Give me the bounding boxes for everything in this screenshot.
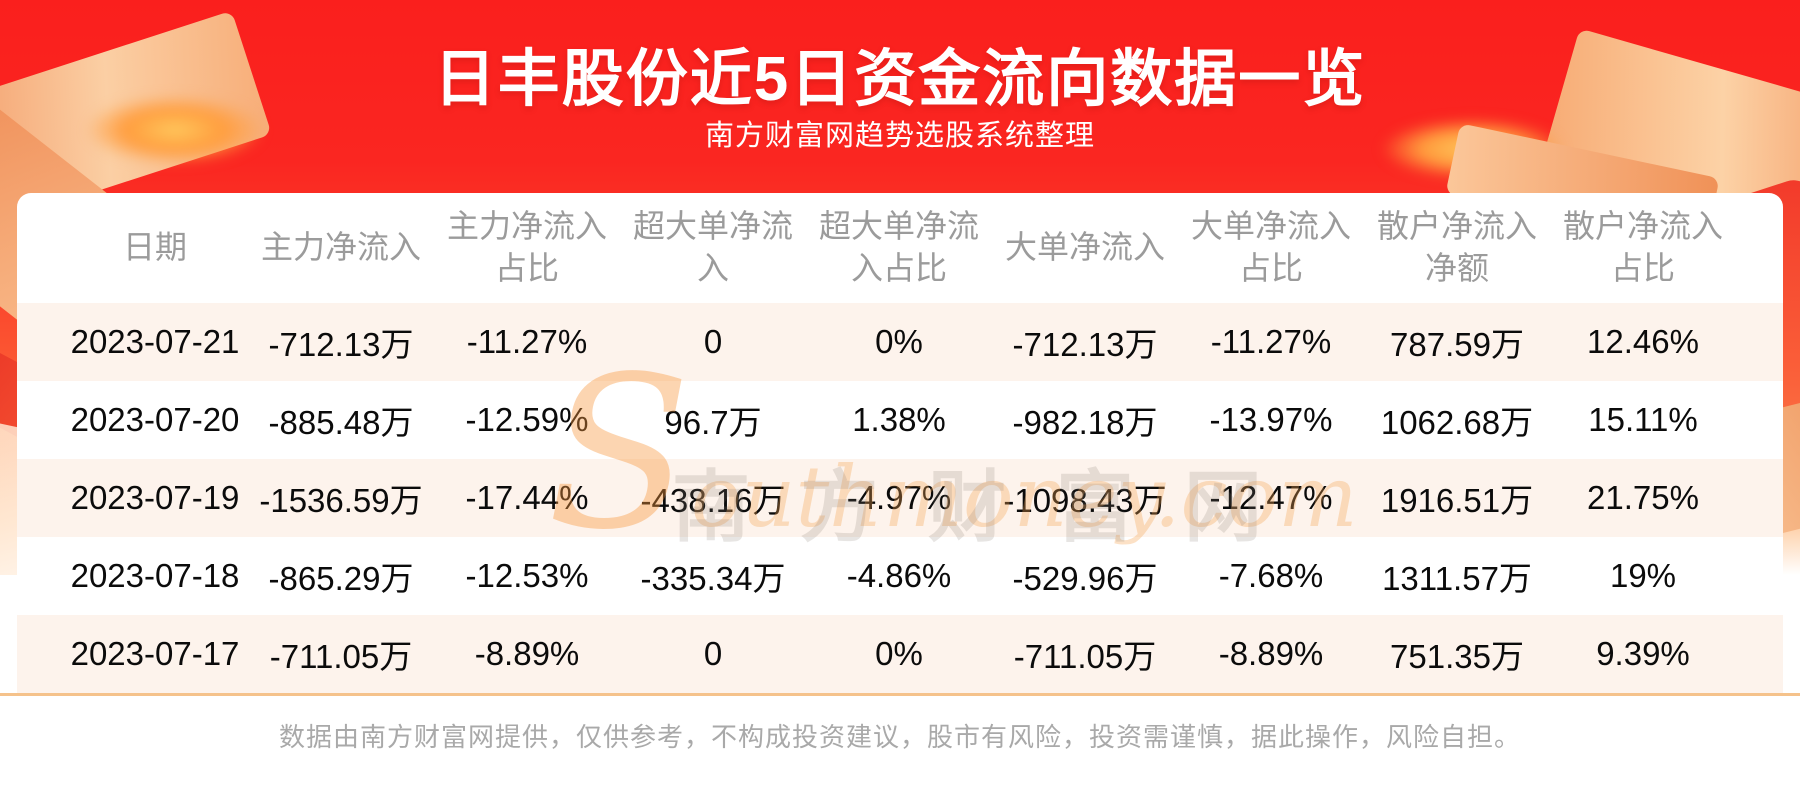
table-cell: -12.53%	[465, 557, 589, 594]
column-header-xl-order-net-inflow: 超大单净流入	[632, 208, 793, 286]
table-cell: -13.97%	[1209, 401, 1333, 438]
column-header-retail-net-inflow: 散户净流入净额	[1376, 208, 1537, 286]
column-header-xl-order-net-inflow-pct: 超大单净流入占比	[818, 208, 979, 286]
table-cell: 12.46%	[1587, 323, 1699, 360]
table-cell: -8.89%	[474, 635, 580, 672]
table-cell: 9.39%	[1596, 635, 1690, 672]
table-cell: -885.48万	[268, 404, 414, 441]
table-cell: -712.13万	[268, 326, 414, 363]
table-cell: -711.05万	[1013, 638, 1157, 675]
column-header-retail-net-inflow-pct: 散户净流入占比	[1562, 208, 1723, 286]
table-cell-date: 2023-07-18	[70, 557, 240, 594]
table-cell: 96.7万	[664, 404, 762, 441]
table-cell: 787.59万	[1390, 326, 1524, 363]
table-cell: -8.89%	[1218, 635, 1324, 672]
table-cell: 1062.68万	[1380, 404, 1534, 441]
table-cell: 15.11%	[1588, 401, 1698, 438]
table-cell-date: 2023-07-21	[70, 323, 240, 360]
table-cell: 0%	[875, 635, 923, 672]
table-cell-date: 2023-07-20	[70, 401, 240, 438]
table-cell: -4.86%	[846, 557, 952, 594]
table-cell: -335.34万	[640, 560, 786, 597]
column-header-main-net-inflow: 主力净流入	[260, 229, 421, 266]
table-cell: -529.96万	[1012, 560, 1158, 597]
table-cell: -12.59%	[465, 401, 589, 438]
table-header-row: 日期 主力净流入 主力净流入占比 超大单净流入 超大单净流入占比 大单净流入 大…	[17, 193, 1783, 303]
table-cell-date: 2023-07-19	[70, 479, 240, 516]
table-cell: -17.44%	[465, 479, 589, 516]
decor-coin-glow-left	[85, 95, 265, 165]
table-cell: 0	[703, 323, 723, 360]
table-cell: 0%	[875, 323, 923, 360]
table-cell: -11.27%	[1210, 323, 1332, 360]
table-cell-date: 2023-07-17	[70, 635, 240, 672]
footer-disclaimer: 数据由南方财富网提供，仅供参考，不构成投资建议，股市有风险，投资需谨慎，据此操作…	[278, 722, 1521, 752]
column-header-date: 日期	[122, 229, 187, 266]
page-title: 日丰股份近5日资金流向数据一览	[433, 45, 1367, 114]
table-row: 2023-07-20 -885.48万 -12.59% 96.7万 1.38% …	[17, 381, 1783, 459]
page-subtitle: 南方财富网趋势选股系统整理	[704, 120, 1095, 152]
table-cell: -438.16万	[640, 482, 786, 519]
column-header-large-order-net-inflow: 大单净流入	[1004, 229, 1165, 266]
table-cell: -7.68%	[1218, 557, 1324, 594]
table-row: 2023-07-19 -1536.59万 -17.44% -438.16万 -4…	[17, 459, 1783, 537]
table-cell: -865.29万	[268, 560, 414, 597]
table-cell: 19%	[1609, 557, 1677, 594]
table-cell: 21.75%	[1587, 479, 1699, 516]
table-cell: 1916.51万	[1380, 482, 1534, 519]
orange-divider-line	[0, 693, 1800, 696]
table-row: 2023-07-17 -711.05万 -8.89% 0 0% -711.05万…	[17, 615, 1783, 693]
table-cell: 1311.57万	[1382, 560, 1532, 597]
table-cell: 751.35万	[1390, 638, 1524, 675]
column-header-large-order-net-inflow-pct: 大单净流入占比	[1190, 208, 1351, 286]
table-cell: -712.13万	[1012, 326, 1158, 363]
table-cell: -1098.43万	[1003, 482, 1167, 519]
table-cell: -982.18万	[1012, 404, 1158, 441]
column-header-main-net-inflow-pct: 主力净流入占比	[446, 208, 607, 286]
table-cell: -711.05万	[269, 638, 413, 675]
fund-flow-table-card: 日期 主力净流入 主力净流入占比 超大单净流入 超大单净流入占比 大单净流入 大…	[17, 193, 1783, 693]
table-cell: -12.47%	[1209, 479, 1333, 516]
table-cell: -4.97%	[846, 479, 952, 516]
table-row: 2023-07-18 -865.29万 -12.53% -335.34万 -4.…	[17, 537, 1783, 615]
table-cell: 0	[703, 635, 723, 672]
table-cell: -11.27%	[466, 323, 588, 360]
table-cell: 1.38%	[852, 401, 946, 438]
table-cell: -1536.59万	[259, 482, 423, 519]
table-row: 2023-07-21 -712.13万 -11.27% 0 0% -712.13…	[17, 303, 1783, 381]
